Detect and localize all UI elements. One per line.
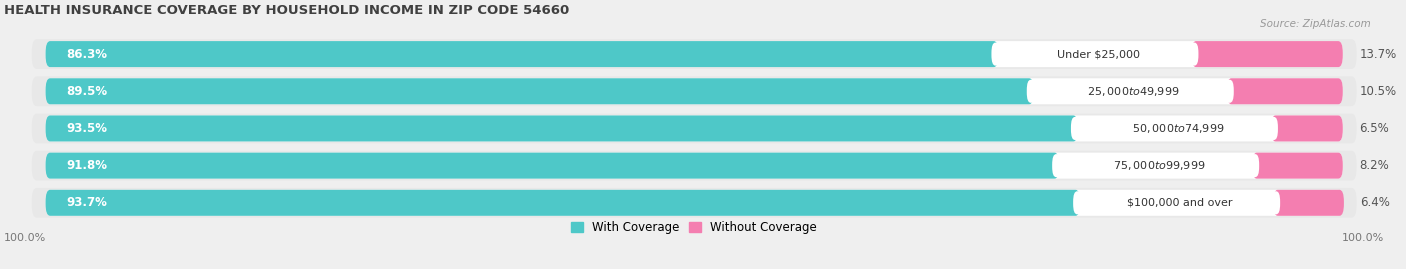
Text: $50,000 to $74,999: $50,000 to $74,999 xyxy=(1132,122,1225,135)
FancyBboxPatch shape xyxy=(32,151,1357,180)
FancyBboxPatch shape xyxy=(45,78,1033,104)
Text: 93.5%: 93.5% xyxy=(66,122,107,135)
FancyBboxPatch shape xyxy=(1073,191,1279,214)
FancyBboxPatch shape xyxy=(45,190,1080,216)
FancyBboxPatch shape xyxy=(1191,41,1343,67)
Text: 100.0%: 100.0% xyxy=(4,233,46,243)
FancyBboxPatch shape xyxy=(1227,78,1343,104)
FancyBboxPatch shape xyxy=(45,78,1343,104)
FancyBboxPatch shape xyxy=(45,190,1343,216)
FancyBboxPatch shape xyxy=(991,43,1198,66)
FancyBboxPatch shape xyxy=(1274,190,1344,216)
Text: 86.3%: 86.3% xyxy=(66,48,107,61)
FancyBboxPatch shape xyxy=(1052,154,1260,177)
FancyBboxPatch shape xyxy=(45,41,998,67)
Text: $25,000 to $49,999: $25,000 to $49,999 xyxy=(1087,85,1180,98)
Legend: With Coverage, Without Coverage: With Coverage, Without Coverage xyxy=(567,217,823,239)
FancyBboxPatch shape xyxy=(1071,117,1278,140)
Text: 91.8%: 91.8% xyxy=(66,159,107,172)
Text: 6.4%: 6.4% xyxy=(1361,196,1391,209)
FancyBboxPatch shape xyxy=(32,76,1357,106)
Text: $100,000 and over: $100,000 and over xyxy=(1128,198,1233,208)
Text: 100.0%: 100.0% xyxy=(1341,233,1384,243)
Text: Source: ZipAtlas.com: Source: ZipAtlas.com xyxy=(1260,19,1371,29)
FancyBboxPatch shape xyxy=(1026,80,1234,103)
FancyBboxPatch shape xyxy=(1271,115,1343,141)
FancyBboxPatch shape xyxy=(45,153,1059,179)
Text: $75,000 to $99,999: $75,000 to $99,999 xyxy=(1114,159,1205,172)
Text: 93.7%: 93.7% xyxy=(66,196,107,209)
FancyBboxPatch shape xyxy=(45,115,1078,141)
Text: 13.7%: 13.7% xyxy=(1360,48,1396,61)
FancyBboxPatch shape xyxy=(32,114,1357,143)
FancyBboxPatch shape xyxy=(45,41,1343,67)
Text: HEALTH INSURANCE COVERAGE BY HOUSEHOLD INCOME IN ZIP CODE 54660: HEALTH INSURANCE COVERAGE BY HOUSEHOLD I… xyxy=(4,4,569,17)
Text: 6.5%: 6.5% xyxy=(1360,122,1389,135)
Text: Under $25,000: Under $25,000 xyxy=(1057,49,1140,59)
Text: 8.2%: 8.2% xyxy=(1360,159,1389,172)
Text: 89.5%: 89.5% xyxy=(66,85,107,98)
FancyBboxPatch shape xyxy=(45,115,1343,141)
FancyBboxPatch shape xyxy=(45,153,1343,179)
FancyBboxPatch shape xyxy=(32,188,1357,218)
Text: 10.5%: 10.5% xyxy=(1360,85,1396,98)
FancyBboxPatch shape xyxy=(32,39,1357,69)
FancyBboxPatch shape xyxy=(1253,153,1343,179)
